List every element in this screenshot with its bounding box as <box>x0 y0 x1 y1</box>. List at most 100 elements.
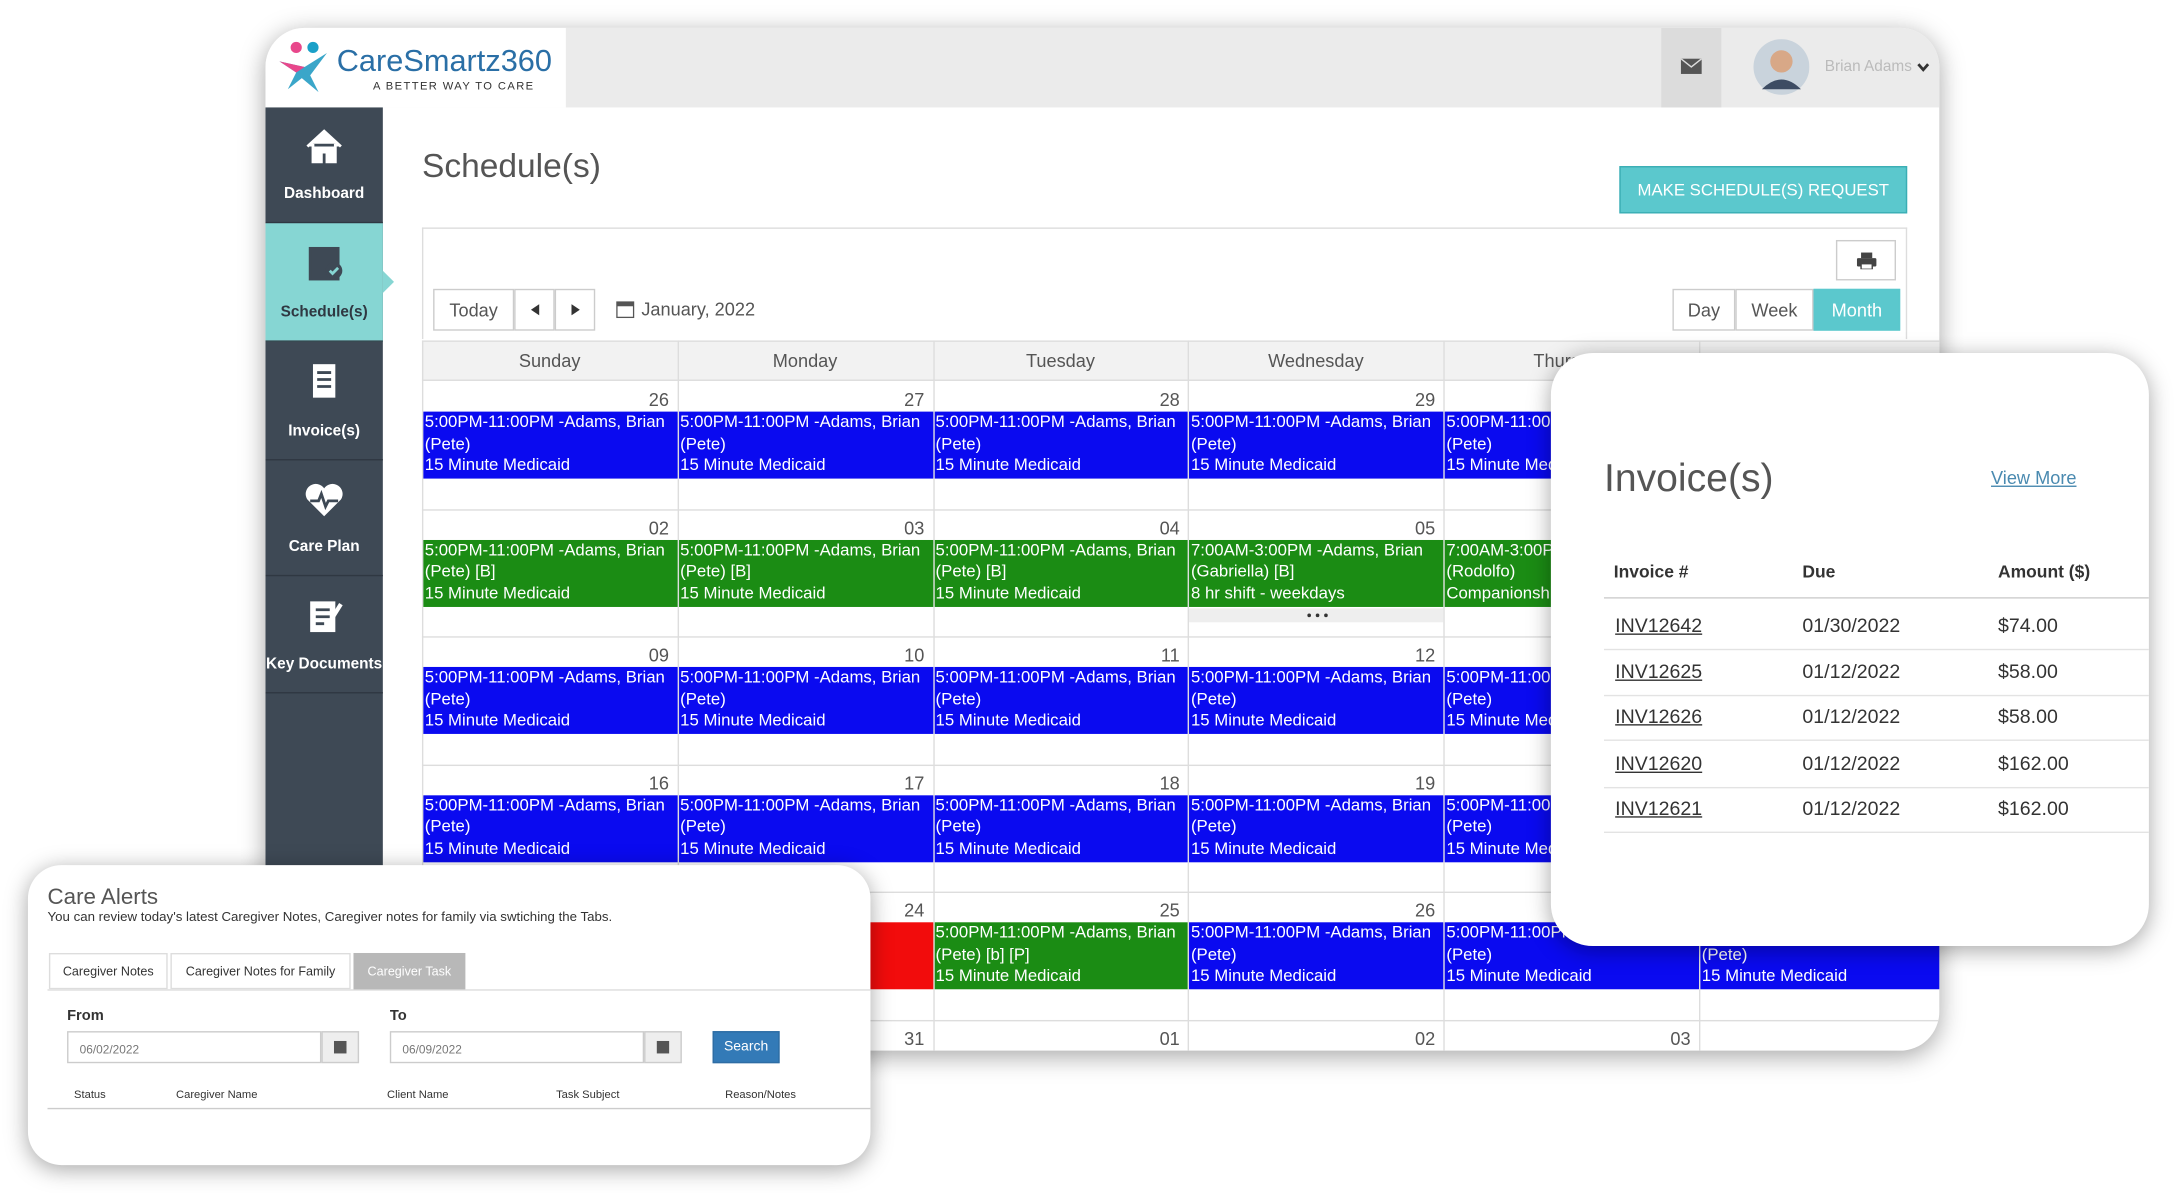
tab[interactable]: Caregiver Notes for Family <box>170 952 351 990</box>
logo-box: CareSmartz360 A BETTER WAY TO CARE <box>265 27 566 108</box>
invoice-link[interactable]: INV12626 <box>1615 704 1703 727</box>
day-number: 02 <box>648 517 669 539</box>
user-name[interactable]: Brian Adams <box>1824 58 1912 76</box>
next-button[interactable] <box>554 288 596 331</box>
event-line: 5:00PM-11:00PM -Adams, Brian <box>935 922 1176 943</box>
schedule-event[interactable]: 5:00PM-11:00PM -Adams, Brian(Pete)15 Min… <box>934 795 1189 863</box>
schedule-event[interactable]: 5:00PM-11:00PM -Adams, Brian(Pete)15 Min… <box>1189 411 1444 479</box>
sidebar-item[interactable]: Care Plan <box>265 460 383 577</box>
today-button[interactable]: Today <box>433 288 515 331</box>
print-button[interactable] <box>1835 239 1897 281</box>
event-line: 5:00PM-11:00PM -Adams, Brian <box>1190 922 1432 943</box>
schedule-event[interactable]: 5:00PM-11:00PM -Adams, Brian (Pete) [B] 15… <box>423 539 678 607</box>
invoice-link[interactable]: INV12620 <box>1615 752 1703 775</box>
week-line <box>421 636 1940 638</box>
to-input[interactable]: 06/09/2022 <box>389 1031 645 1064</box>
day-number: 31 <box>904 1028 925 1050</box>
day-number: 03 <box>1670 1028 1691 1050</box>
weekday-label: Tuesday <box>1025 350 1095 372</box>
event-line: (Pete) <box>1446 944 1493 964</box>
week-line <box>421 892 1940 894</box>
day-number: 24 <box>904 900 925 922</box>
invoice-link[interactable]: INV12642 <box>1615 613 1703 637</box>
invoice-link[interactable]: INV12625 <box>1615 659 1703 683</box>
event-line: 15 Minute Medicaid <box>680 710 826 731</box>
week-line <box>421 764 1940 766</box>
mail-icon <box>1680 58 1702 74</box>
weekday-label: Sunday <box>518 350 581 372</box>
from-picker[interactable] <box>321 1031 360 1064</box>
event-line: (Pete) <box>1446 816 1493 837</box>
prev-button[interactable] <box>514 288 555 331</box>
invoice-panel: Invoice(s) View More Invoice # Due Amount … <box>1550 353 2149 947</box>
alerts-column: Client Name <box>387 1088 449 1101</box>
schedule-event[interactable]: 5:00PM-11:00PM -Adams, Brian(Pete)15 Min… <box>678 667 933 735</box>
event-line: 15 Minute Medicaid <box>935 582 1081 603</box>
day-number: 09 <box>648 644 669 666</box>
alerts-column: Reason/Notes <box>725 1088 796 1101</box>
logo-text: CareSmartz360 <box>336 43 553 79</box>
schedule-event[interactable]: 5:00PM-11:00PM -Adams, Brian(Pete)15 Min… <box>423 411 678 479</box>
tab[interactable]: Caregiver Notes <box>48 952 168 990</box>
event-line: 7:00AM-3:00PM -Adams, Brian <box>1190 539 1424 559</box>
invoice-cell: 01/12/2022 <box>1802 752 1901 775</box>
schedule-event[interactable]: 5:00PM-11:00PM -Adams, Brian(Pete)15 Min… <box>934 411 1189 479</box>
request-button[interactable]: MAKE SCHEDULE(S) REQUEST <box>1619 166 1908 214</box>
event-line: 5:00PM-11:00PM -Adams, Brian <box>1190 411 1432 432</box>
event-line: 5:00PM-11:00PM -Adams, Brian <box>680 667 921 687</box>
from-input[interactable]: 06/02/2022 <box>67 1031 322 1064</box>
day-number: 27 <box>904 389 925 411</box>
tab[interactable]: Caregiver Task <box>353 952 466 990</box>
view-more-link[interactable]: View More <box>1991 467 2077 489</box>
to-picker[interactable] <box>644 1031 682 1064</box>
schedule-event[interactable]: 5:00PM-11:00PM -Adams, Brian (Pete) [B] 15… <box>678 539 933 607</box>
schedule-event[interactable]: 5:00PM-11:00PM -Adams, Brian(Pete)15 Min… <box>1189 922 1444 990</box>
event-line: (Pete) <box>1190 433 1237 453</box>
schedule-event[interactable]: 5:00PM-11:00PM -Adams, Brian(Pete)15 Min… <box>1189 667 1444 735</box>
mail-button[interactable] <box>1661 27 1722 108</box>
schedule-event[interactable]: 5:00PM-11:00PM -Adams, Brian (Pete) [b] [… <box>934 922 1189 990</box>
schedule-event[interactable]: 5:00PM-11:00PM -Adams, Brian(Pete)15 Min… <box>678 795 933 863</box>
schedule-event[interactable]: 5:00PM-11:00PM -Adams, Brian (Pete) [B] 15… <box>934 539 1189 607</box>
sidebar-item[interactable]: Key Documents <box>265 576 383 694</box>
invoice-column: Amount ($) <box>1997 562 2091 582</box>
schedule-event[interactable]: 5:00PM-11:00PM -Adams, Brian(Pete)15 Min… <box>423 795 678 863</box>
schedule-event[interactable]: 5:00PM-11:00PM -Adams, Brian(Pete)15 Min… <box>678 411 933 479</box>
view-button[interactable]: Week <box>1735 288 1814 331</box>
more-events[interactable] <box>1189 607 1444 622</box>
schedule-event[interactable]: 5:00PM-11:00PM -Adams, Brian(Pete)15 Min… <box>423 667 678 735</box>
sidebar-item[interactable]: Dashboard <box>265 107 383 224</box>
schedule-event[interactable]: 5:00PM-11:00PM -Adams, Brian(Pete)15 Min… <box>1189 795 1444 863</box>
column-line <box>932 340 935 1051</box>
invoice-cell: $74.00 <box>1997 613 2058 637</box>
column-line <box>677 340 679 1051</box>
sidebar-icon <box>310 601 343 633</box>
search-button[interactable]: Search <box>712 1031 780 1064</box>
event-line: 5:00PM-11:00PM -Adams, Brian <box>1190 795 1432 815</box>
event-line: 5:00PM-11:00PM -Adams, Brian <box>680 795 921 815</box>
schedule-event[interactable]: 7:00AM-3:00PM -Adams, Brian (Gabriella) [… <box>1189 539 1444 607</box>
event-line: (Pete) <box>680 688 726 709</box>
event-line: (Pete) <box>1190 688 1237 709</box>
event-line: (Pete) <box>1190 816 1237 837</box>
invoice-link[interactable]: INV12621 <box>1615 796 1703 820</box>
invoice-cell: 01/12/2022 <box>1802 796 1901 820</box>
tagline: A BETTER WAY TO CARE <box>373 79 535 93</box>
event-line: (Pete) [B] <box>424 561 496 581</box>
event-line: (Rodolfo) <box>1446 561 1516 581</box>
sidebar-item[interactable]: Invoice(s) <box>265 342 383 461</box>
view-button[interactable]: Month <box>1813 288 1901 331</box>
sidebar-label: Dashboard <box>284 185 365 203</box>
event-line: 15 Minute Medicaid <box>680 838 826 858</box>
day-number: 25 <box>1159 900 1180 922</box>
schedule-event[interactable]: 5:00PM-11:00PM -Adams, Brian(Pete)15 Min… <box>934 667 1189 735</box>
invoice-row-line <box>1603 739 2149 741</box>
calendar-icon <box>616 301 635 319</box>
invoice-cell: $58.00 <box>1997 704 2058 727</box>
invoice-cell: 01/12/2022 <box>1802 659 1901 683</box>
day-number: 26 <box>648 389 669 411</box>
view-button[interactable]: Day <box>1672 288 1736 331</box>
sidebar-item[interactable]: Schedule(s) <box>265 223 383 342</box>
avatar[interactable] <box>1753 39 1810 95</box>
